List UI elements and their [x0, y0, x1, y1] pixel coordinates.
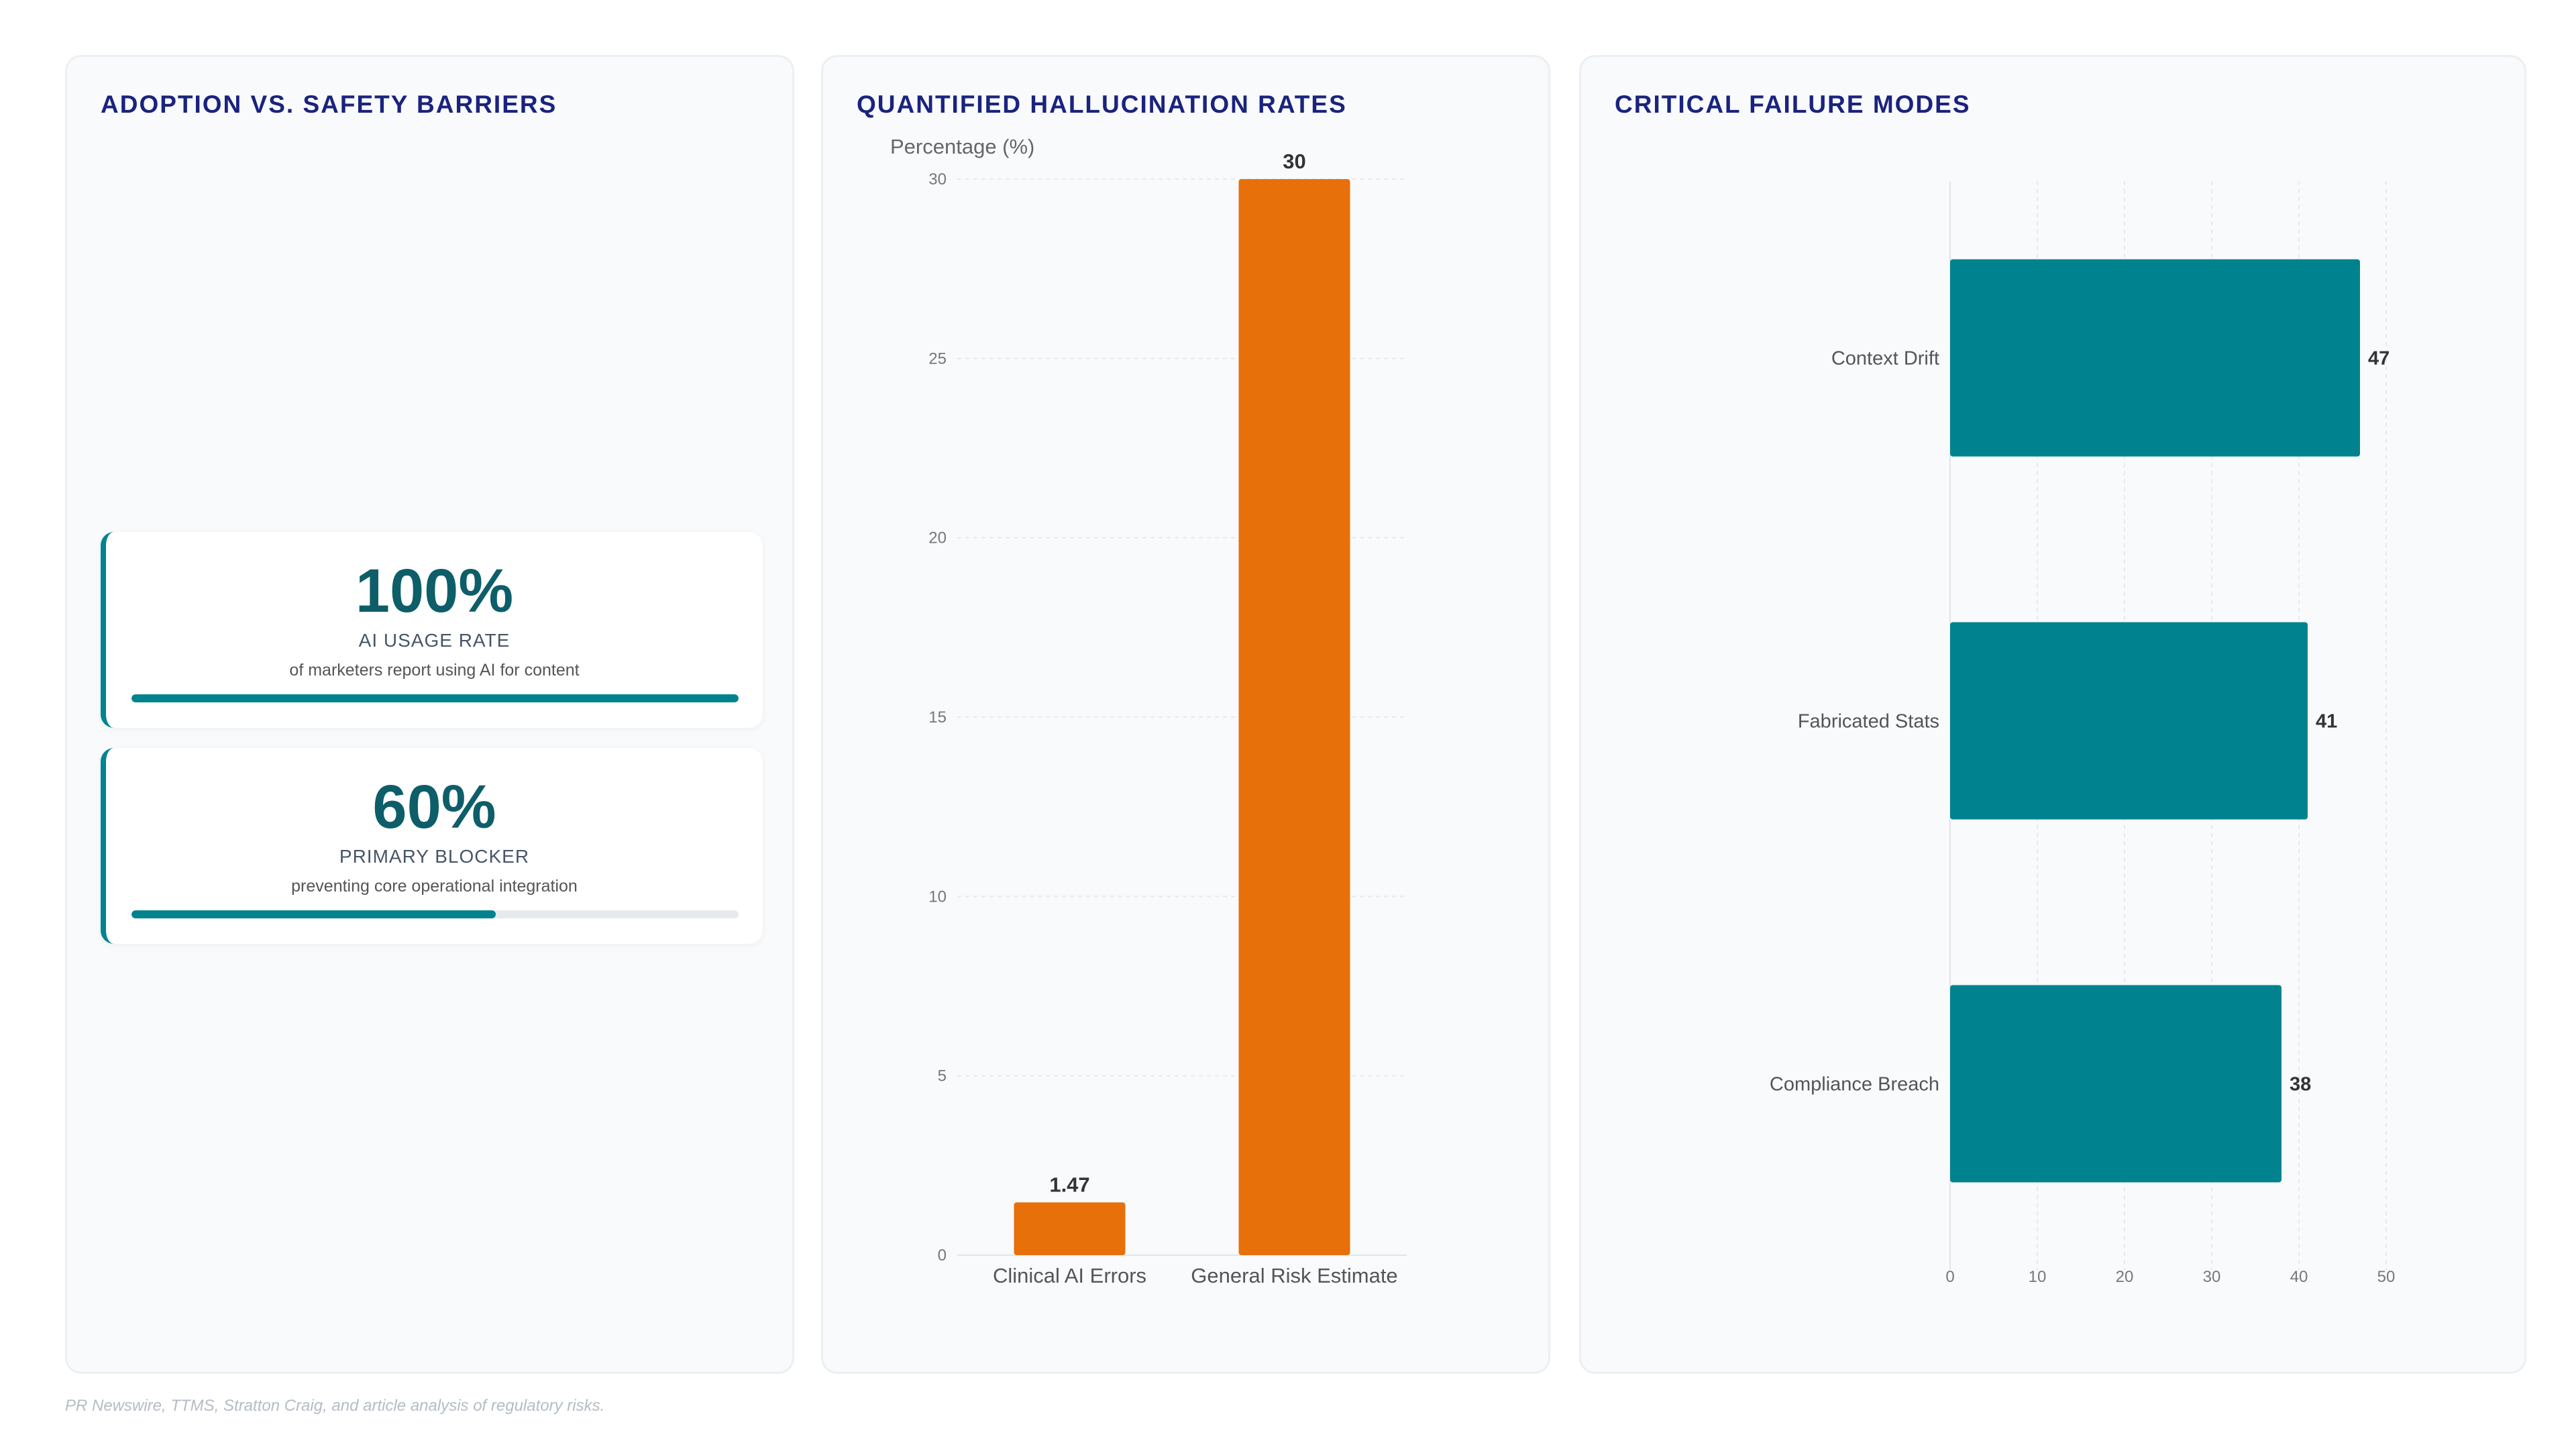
x-tick-label: 0	[1945, 1268, 1954, 1286]
bar	[1238, 179, 1350, 1255]
y-tick-label: Context Drift	[1831, 348, 1939, 370]
stat-value: 60%	[372, 773, 496, 841]
y-tick-label: Fabricated Stats	[1798, 711, 1939, 733]
bar	[1950, 622, 2308, 820]
stat-label: AI USAGE RATE	[358, 630, 511, 651]
bar	[1950, 985, 2282, 1183]
bar	[1950, 259, 2360, 457]
bar-value-label: 47	[2368, 348, 2390, 370]
failure-modes-bar-chart: 0 10 20 30 40 50 Context Drift 47 Fabricated Sta…	[1770, 181, 2396, 1286]
y-tick-label: 25	[928, 350, 947, 368]
adoption-panel: ADOPTION VS. SAFETY BARRIERS 100% AI USA…	[65, 55, 794, 1374]
stat-description: preventing core operational integration	[291, 877, 578, 896]
stat-label: PRIMARY BLOCKER	[339, 846, 530, 867]
bar-value-label: 30	[1283, 150, 1305, 173]
hallucination-panel: QUANTIFIED HALLUCINATION RATES Percentag…	[821, 55, 1550, 1374]
hallucination-bar-chart: Percentage (%) 0 5 10 15 20 25 30 1.47 Clinical A…	[890, 135, 1407, 1287]
stat-value: 100%	[355, 557, 514, 625]
y-tick-label: Compliance Breach	[1770, 1074, 1939, 1095]
bar-value-label: 41	[2316, 711, 2337, 733]
stat-progress-track	[131, 694, 739, 702]
y-tick-label: 20	[928, 529, 947, 547]
x-tick-label: Clinical AI Errors	[993, 1264, 1146, 1287]
stat-progress-track	[131, 910, 739, 918]
x-tick-label: 40	[2290, 1268, 2308, 1286]
bar	[1014, 1202, 1126, 1255]
stat-card-ai-usage: 100% AI USAGE RATE of marketers report u…	[101, 532, 763, 728]
y-tick-label: 15	[928, 708, 947, 727]
y-tick-label: 5	[938, 1067, 947, 1085]
hallucination-panel-title: QUANTIFIED HALLUCINATION RATES	[857, 91, 1347, 118]
x-tick-label: 30	[2203, 1268, 2221, 1286]
failure-panel-title: CRITICAL FAILURE MODES	[1615, 91, 1971, 118]
source-footnote: PR Newswire, TTMS, Stratton Craig, and a…	[65, 1397, 605, 1415]
y-axis-label: Percentage (%)	[890, 135, 1034, 158]
adoption-panel-title: ADOPTION VS. SAFETY BARRIERS	[101, 91, 557, 118]
x-tick-label: 20	[2116, 1268, 2134, 1286]
x-tick-label: 10	[2029, 1268, 2047, 1286]
x-tick-label: 50	[2377, 1268, 2396, 1286]
stat-description: of marketers report using AI for content	[289, 661, 580, 680]
y-tick-label: 10	[928, 888, 947, 906]
failure-panel: CRITICAL FAILURE MODES 0 10 20 30 40 50 Contex…	[1579, 55, 2526, 1374]
stat-progress-fill	[131, 910, 496, 918]
stat-progress-fill	[131, 694, 739, 702]
bar-value-label: 1.47	[1049, 1173, 1089, 1196]
x-tick-label: General Risk Estimate	[1191, 1264, 1397, 1287]
y-tick-label: 30	[928, 170, 947, 189]
y-tick-label: 0	[938, 1246, 947, 1265]
stat-card-primary-blocker: 60% PRIMARY BLOCKER preventing core oper…	[101, 748, 763, 944]
bar-value-label: 38	[2290, 1074, 2311, 1095]
